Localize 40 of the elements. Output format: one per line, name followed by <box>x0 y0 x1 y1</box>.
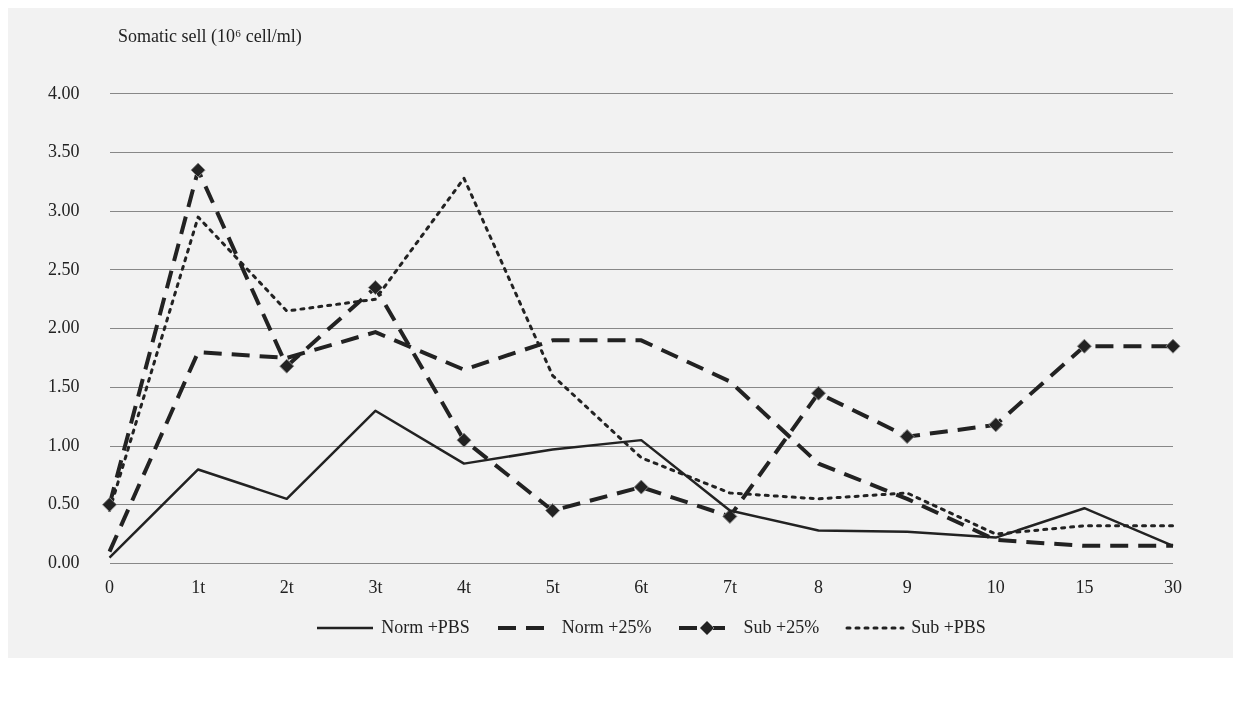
legend-label: Sub +25% <box>743 617 820 638</box>
x-tick-label: 2t <box>279 576 294 597</box>
point <box>190 162 206 178</box>
x-tick-label: 10 <box>986 576 1005 597</box>
legend-label: Sub +PBS <box>911 617 986 638</box>
x-tick-label: 8 <box>814 576 823 597</box>
x-tick-label: 4t <box>456 576 472 597</box>
y-tick-label: 3.50 <box>48 141 80 162</box>
point <box>545 503 561 519</box>
y-tick-label: 1.00 <box>48 434 80 455</box>
x-tick-label: 1t <box>191 576 206 597</box>
point <box>1076 338 1092 354</box>
y-tick-label: 0.00 <box>48 552 80 573</box>
y-tick-label: 2.50 <box>48 258 80 279</box>
point <box>367 280 383 296</box>
x-tick-label: 9 <box>902 576 912 597</box>
point <box>811 385 826 401</box>
point <box>988 417 1004 433</box>
x-tick-label: 0 <box>105 576 114 597</box>
x-tick-label: 7t <box>722 576 737 597</box>
point <box>102 497 117 513</box>
x-tick-label: 6t <box>634 576 649 597</box>
y-tick-label: 0.50 <box>48 493 80 514</box>
y-axis-title: Somatic sell (10⁶ cell/ml) <box>117 25 303 48</box>
legend-label: Norm +25% <box>561 617 652 638</box>
legend-label: Norm +PBS <box>381 617 470 638</box>
y-tick-label: 2.00 <box>48 317 80 338</box>
point <box>456 432 472 448</box>
point <box>633 479 649 495</box>
y-tick-label: 4.00 <box>48 82 80 103</box>
point <box>279 358 295 374</box>
y-tick-label: 1.50 <box>48 376 80 397</box>
x-tick-label: 30 <box>1164 576 1182 597</box>
x-tick-label: 5t <box>545 576 560 597</box>
point <box>722 508 738 524</box>
point <box>899 429 915 445</box>
x-tick-label: 15 <box>1075 576 1094 597</box>
point <box>1165 338 1181 354</box>
x-tick-label: 3t <box>368 576 383 597</box>
y-tick-label: 3.00 <box>48 199 80 220</box>
